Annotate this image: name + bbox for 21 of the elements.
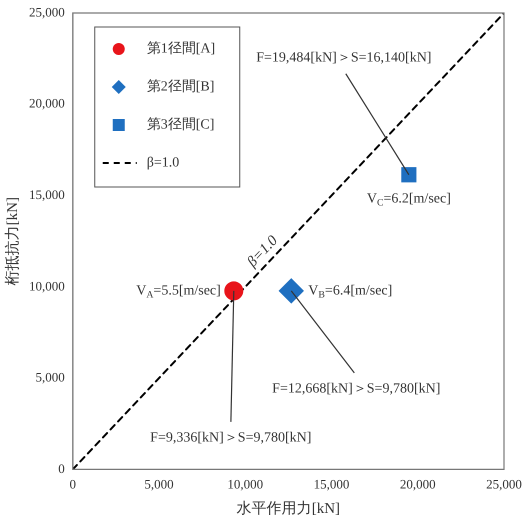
y-tick-label: 25,000 <box>29 4 65 20</box>
legend-label: β=1.0 <box>146 156 180 171</box>
x-tick-label: 20,000 <box>400 476 436 492</box>
x-tick-label: 5,000 <box>144 476 174 492</box>
y-tick-label: 10,000 <box>29 278 65 294</box>
legend-label: 第3径間[C] <box>146 116 214 133</box>
y-tick-label: 15,000 <box>29 186 65 202</box>
x-tick-label: 15,000 <box>314 476 350 492</box>
x-tick-label: 0 <box>70 476 76 492</box>
annotation: F=19,484[kN]＞S=16,140[kN] <box>256 50 432 66</box>
x-tick-label: 10,000 <box>227 476 264 492</box>
legend-label: 第2径間[B] <box>146 78 214 95</box>
y-tick-label: 5,000 <box>36 370 65 385</box>
annotation: F=12,668[kN]＞S=9,780[kN] <box>272 382 440 397</box>
y-tick-label: 0 <box>58 460 65 476</box>
y-tick-label: 20,000 <box>29 96 65 111</box>
y-axis-title: 桁抵抗力[kN] <box>4 197 21 286</box>
x-tick-label: 25,000 <box>486 476 522 492</box>
legend-label: 第1径間[A] <box>146 40 216 57</box>
x-axis-title: 水平作用力[kN] <box>236 500 340 517</box>
annotation: F=9,336[kN]＞S=9,780[kN] <box>150 430 312 446</box>
